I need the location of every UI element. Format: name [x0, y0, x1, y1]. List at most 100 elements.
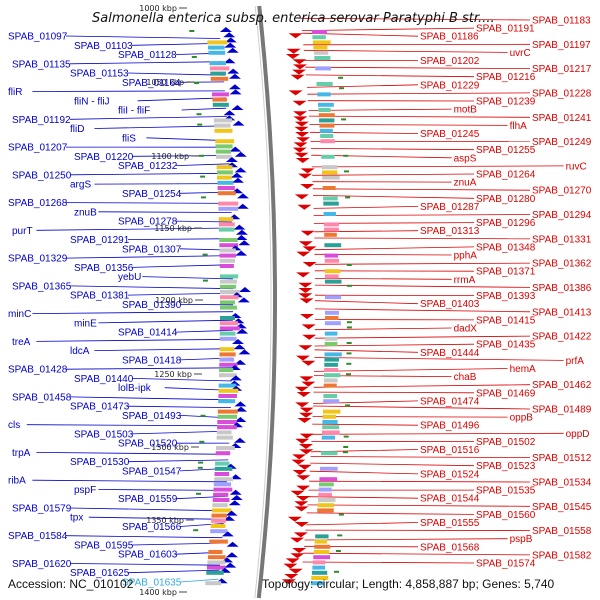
- gene-label-right[interactable]: SPAB_01386: [532, 283, 592, 294]
- gene-label-left[interactable]: SPAB_01530: [70, 457, 130, 468]
- gene-label-right[interactable]: SPAB_01348: [476, 242, 536, 253]
- gene-label-right[interactable]: SPAB_01362: [532, 259, 592, 270]
- gene-label-right[interactable]: SPAB_01241: [532, 113, 592, 124]
- gene-label-left[interactable]: ldcA: [70, 346, 90, 357]
- gene-label-left[interactable]: SPAB_01414: [118, 328, 178, 339]
- gene-label-right[interactable]: SPAB_01216: [476, 72, 536, 83]
- gene-label-left[interactable]: SPAB_01559: [118, 494, 178, 505]
- gene-label-left[interactable]: SPAB_01547: [122, 466, 182, 477]
- gene-label-left[interactable]: SPAB_01458: [12, 392, 72, 403]
- gene-label-left[interactable]: SPAB_01291: [70, 235, 130, 246]
- gene-label-right[interactable]: SPAB_01197: [532, 40, 591, 51]
- gene-label-left[interactable]: SPAB_01097: [8, 32, 68, 43]
- gene-label-left[interactable]: SPAB_01250: [12, 170, 72, 181]
- gene-label-left[interactable]: SPAB_01503: [74, 429, 134, 440]
- gene-label-right[interactable]: SPAB_01228: [532, 88, 592, 99]
- gene-label-left[interactable]: fliN - fliJ: [74, 96, 110, 107]
- gene-label-left[interactable]: SPAB_01164: [122, 78, 181, 89]
- gene-label-left[interactable]: SPAB_01207: [8, 143, 68, 154]
- gene-label-left[interactable]: SPAB_01603: [118, 550, 178, 561]
- gene-label-right[interactable]: aspS: [454, 153, 477, 164]
- gene-label-right[interactable]: SPAB_01516: [420, 445, 480, 456]
- gene-label-right[interactable]: SPAB_01245: [420, 129, 480, 140]
- gene-label-right[interactable]: SPAB_01313: [420, 226, 480, 237]
- gene-label-right[interactable]: SPAB_01544: [420, 494, 480, 505]
- gene-label-left[interactable]: minC: [8, 309, 31, 320]
- gene-label-left[interactable]: SPAB_01278: [118, 217, 178, 228]
- gene-label-left[interactable]: lolB-ipk: [118, 383, 152, 394]
- gene-label-right[interactable]: SPAB_01415: [476, 315, 536, 326]
- gene-label-left[interactable]: SPAB_01493: [122, 411, 182, 422]
- gene-label-left[interactable]: SPAB_01220: [74, 152, 134, 163]
- gene-label-right[interactable]: SPAB_01535: [476, 486, 536, 497]
- gene-label-right[interactable]: SPAB_01545: [532, 502, 592, 513]
- gene-label-left[interactable]: fliD: [70, 124, 84, 135]
- gene-label-left[interactable]: SPAB_01381: [70, 291, 130, 302]
- gene-label-right[interactable]: SPAB_01489: [532, 405, 592, 416]
- gene-label-right[interactable]: SPAB_01502: [476, 437, 536, 448]
- gene-label-right[interactable]: SPAB_01558: [532, 526, 592, 537]
- gene-label-right[interactable]: SPAB_01296: [476, 218, 536, 229]
- gene-label-left[interactable]: SPAB_01254: [122, 189, 182, 200]
- gene-label-left[interactable]: SPAB_01365: [12, 281, 72, 292]
- gene-label-left[interactable]: cls: [8, 420, 20, 431]
- gene-label-left[interactable]: SPAB_01579: [12, 504, 72, 515]
- gene-label-left[interactable]: SPAB_01135: [12, 59, 71, 70]
- gene-label-right[interactable]: prfA: [566, 356, 585, 367]
- gene-label-left[interactable]: SPAB_01473: [70, 402, 130, 413]
- gene-label-right[interactable]: SPAB_01393: [476, 291, 536, 302]
- gene-label-right[interactable]: SPAB_01239: [476, 97, 536, 108]
- gene-label-left[interactable]: SPAB_01307: [122, 244, 182, 255]
- gene-label-left[interactable]: SPAB_01566: [122, 522, 182, 533]
- gene-label-right[interactable]: hemA: [510, 364, 536, 375]
- gene-label-right[interactable]: SPAB_01217: [532, 64, 592, 75]
- gene-label-right[interactable]: chaB: [454, 372, 477, 383]
- gene-label-left[interactable]: pspF: [74, 485, 96, 496]
- gene-label-right[interactable]: oppB: [510, 413, 534, 424]
- gene-label-right[interactable]: SPAB_01294: [532, 210, 592, 221]
- gene-label-left[interactable]: tpx: [70, 513, 83, 524]
- gene-label-left[interactable]: fliS: [122, 133, 136, 144]
- gene-label-left[interactable]: SPAB_01390: [122, 300, 182, 311]
- gene-label-right[interactable]: flhA: [510, 121, 528, 132]
- gene-label-left[interactable]: SPAB_01595: [74, 541, 134, 552]
- gene-label-left[interactable]: SPAB_01418: [122, 355, 182, 366]
- gene-label-right[interactable]: SPAB_01331: [532, 234, 592, 245]
- gene-label-left[interactable]: SPAB_01153: [70, 69, 129, 80]
- gene-label-right[interactable]: SPAB_01523: [476, 461, 536, 472]
- gene-label-right[interactable]: SPAB_01560: [476, 510, 536, 521]
- gene-label-right[interactable]: SPAB_01255: [476, 145, 536, 156]
- gene-label-right[interactable]: SPAB_01422: [532, 332, 592, 343]
- gene-label-left[interactable]: SPAB_01440: [74, 374, 134, 385]
- gene-label-right[interactable]: SPAB_01496: [420, 421, 480, 432]
- gene-label-right[interactable]: SPAB_01469: [476, 388, 536, 399]
- gene-label-right[interactable]: pspB: [510, 534, 533, 545]
- gene-label-left[interactable]: SPAB_01620: [12, 559, 72, 570]
- gene-label-left[interactable]: treA: [12, 337, 31, 348]
- gene-label-left[interactable]: ribA: [8, 476, 26, 487]
- gene-label-left[interactable]: trpA: [12, 448, 31, 459]
- gene-label-right[interactable]: SPAB_01270: [532, 186, 592, 197]
- gene-label-right[interactable]: SPAB_01403: [420, 299, 480, 310]
- gene-label-right[interactable]: SPAB_01183: [532, 16, 591, 27]
- gene-label-left[interactable]: SPAB_01329: [8, 254, 68, 265]
- gene-label-left[interactable]: SPAB_01192: [12, 115, 71, 126]
- gene-label-right[interactable]: SPAB_01512: [532, 453, 592, 464]
- gene-label-right[interactable]: ruvC: [566, 161, 587, 172]
- gene-label-left[interactable]: SPAB_01625: [70, 568, 130, 579]
- gene-label-left[interactable]: SPAB_01232: [118, 161, 178, 172]
- gene-label-right[interactable]: SPAB_01264: [476, 170, 536, 181]
- gene-label-left[interactable]: SPAB_01584: [8, 531, 68, 542]
- gene-label-right[interactable]: dadX: [454, 324, 478, 335]
- gene-label-right[interactable]: SPAB_01202: [420, 56, 480, 67]
- gene-label-left[interactable]: SPAB_01128: [118, 50, 177, 61]
- gene-label-left[interactable]: fliR: [8, 87, 22, 98]
- gene-label-right[interactable]: oppD: [566, 429, 590, 440]
- gene-label-right[interactable]: SPAB_01574: [476, 559, 536, 570]
- gene-label-right[interactable]: SPAB_01186: [420, 32, 479, 43]
- gene-label-right[interactable]: znuA: [454, 178, 477, 189]
- gene-label-right[interactable]: SPAB_01371: [476, 267, 536, 278]
- gene-label-right[interactable]: uvrC: [510, 48, 531, 59]
- gene-label-right[interactable]: SPAB_01280: [476, 194, 536, 205]
- gene-label-left[interactable]: znuB: [74, 207, 97, 218]
